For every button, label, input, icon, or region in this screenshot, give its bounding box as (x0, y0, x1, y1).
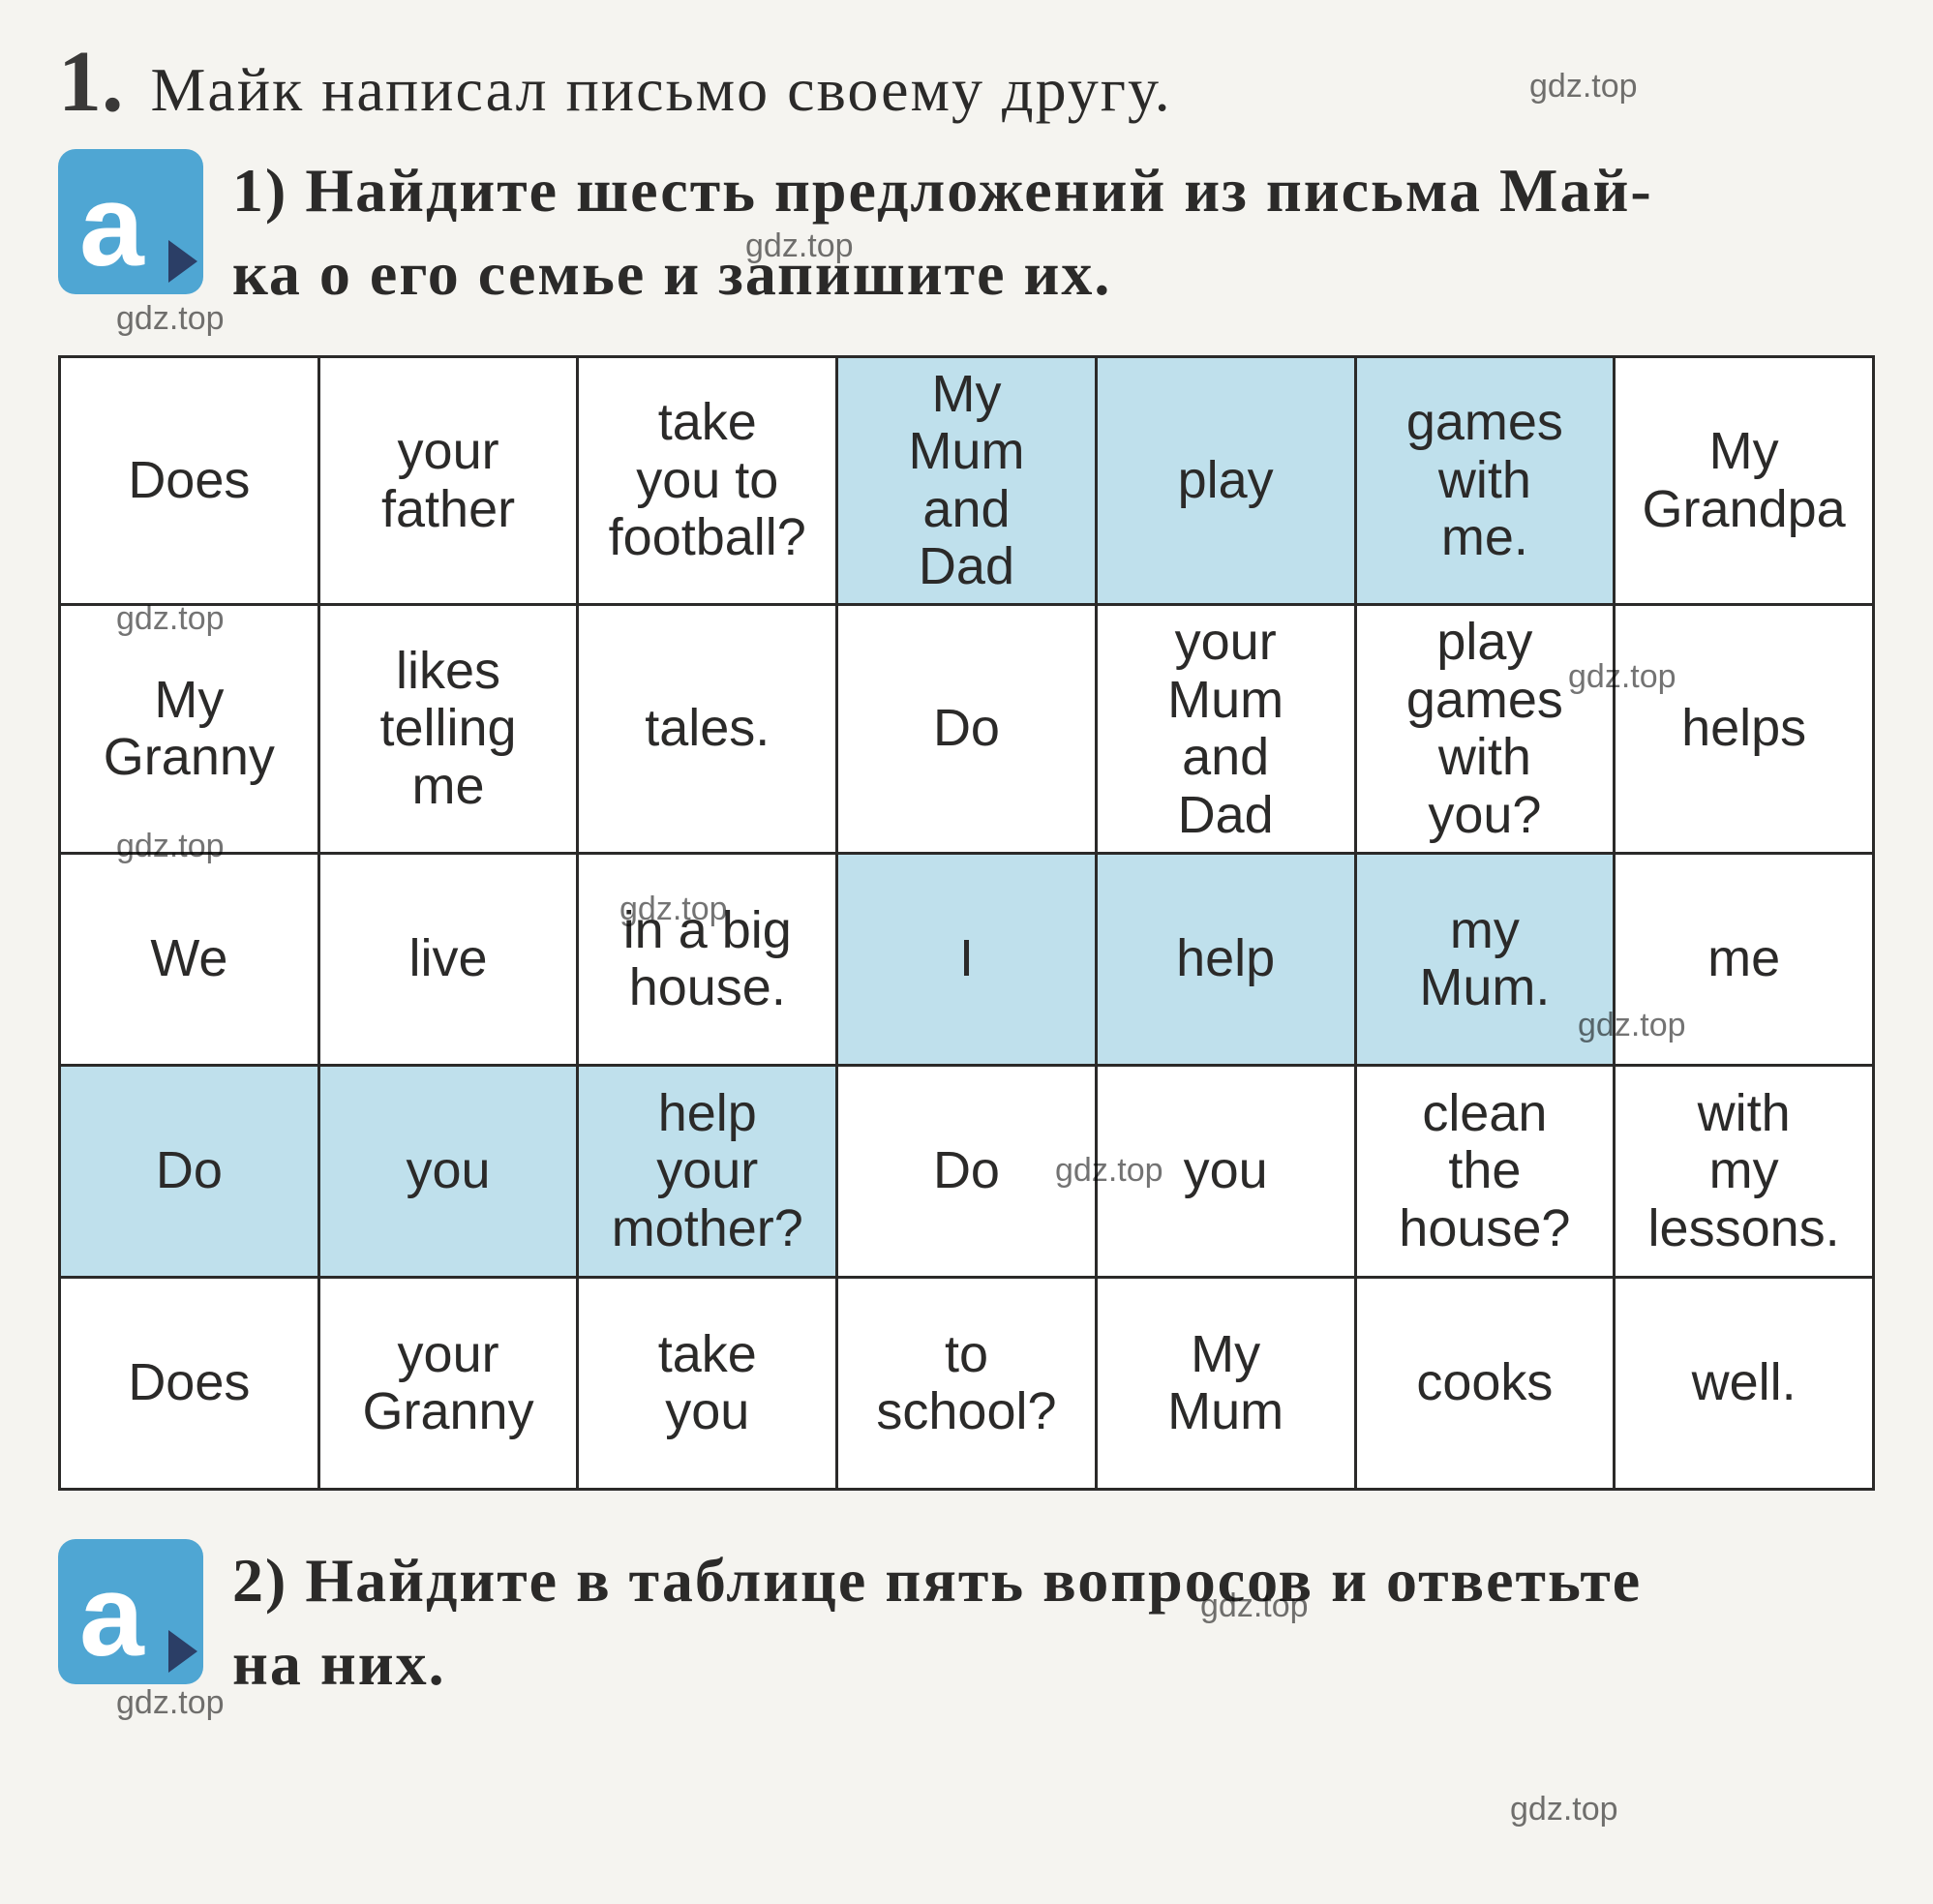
table-row: MyGrannylikestellingmetales.DoyourMumand… (60, 605, 1874, 854)
exercise-heading: 1. Майк написал письмо своему другу. (58, 39, 1875, 126)
icon-letter: a (79, 159, 144, 292)
table-cell: withmylessons. (1615, 1065, 1874, 1277)
part-1-line-b: ка о его семье и запишите их. (232, 239, 1111, 308)
table-cell: yourfather (318, 356, 578, 605)
table-cell: Does (60, 1277, 319, 1489)
table-cell: Do (60, 1065, 319, 1277)
watermark: gdz.top (1510, 1791, 1618, 1828)
part-2-num: 2) (232, 1546, 287, 1615)
table-cell: likestellingme (318, 605, 578, 854)
table-cell: myMum. (1355, 853, 1615, 1065)
table-cell: takeyou (578, 1277, 837, 1489)
table-cell: in a bighouse. (578, 853, 837, 1065)
table-cell: Does (60, 356, 319, 605)
part-2: a 2) Найдите в таблице пять вопросов и о… (58, 1539, 1875, 1707)
intro-text: Майк написал письмо своему другу. (151, 54, 1172, 126)
table-cell: you (318, 1065, 578, 1277)
table-cell: help (1096, 853, 1355, 1065)
table-cell: helpyourmother? (578, 1065, 837, 1277)
page: 1. Майк написал письмо своему другу. a 1… (0, 0, 1933, 1904)
part-2-line-a: Найдите в таблице пять вопросов и ответь… (305, 1546, 1642, 1615)
part-1-num: 1) (232, 156, 287, 225)
table-cell: yourGranny (318, 1277, 578, 1489)
table-cell: Do (837, 1065, 1097, 1277)
table-cell: cleanthehouse? (1355, 1065, 1615, 1277)
audio-a-icon: a (58, 149, 203, 294)
table-cell: gameswithme. (1355, 356, 1615, 605)
table-cell: I (837, 853, 1097, 1065)
part-1-text: 1) Найдите шесть предложений из письма М… (232, 149, 1875, 317)
table-cell: Do (837, 605, 1097, 854)
exercise-number: 1. (58, 39, 124, 126)
table-cell: toschool? (837, 1277, 1097, 1489)
table-cell: playgameswithyou? (1355, 605, 1615, 854)
audio-a-icon: a (58, 1539, 203, 1684)
play-arrow-icon (168, 1630, 197, 1673)
table-cell: helps (1615, 605, 1874, 854)
icon-letter: a (79, 1549, 144, 1682)
play-arrow-icon (168, 240, 197, 283)
part-1: a 1) Найдите шесть предложений из письма… (58, 149, 1875, 317)
table-cell: you (1096, 1065, 1355, 1277)
table-row: Doyouhelpyourmother?Doyoucleanthehouse?w… (60, 1065, 1874, 1277)
table-cell: yourMumandDad (1096, 605, 1355, 854)
table-cell: takeyou tofootball? (578, 356, 837, 605)
table-row: DoesyourGrannytakeyoutoschool?MyMumcooks… (60, 1277, 1874, 1489)
table-cell: MyMumandDad (837, 356, 1097, 605)
table-cell: cooks (1355, 1277, 1615, 1489)
table-cell: well. (1615, 1277, 1874, 1489)
part-2-text: 2) Найдите в таблице пять вопросов и отв… (232, 1539, 1875, 1707)
table-cell: live (318, 853, 578, 1065)
table-cell: MyGrandpa (1615, 356, 1874, 605)
table-cell: MyGranny (60, 605, 319, 854)
table-row: Doesyourfathertakeyou tofootball?MyMuman… (60, 356, 1874, 605)
part-1-line-a: Найдите шесть предложений из письма Май- (305, 156, 1652, 225)
table-cell: play (1096, 356, 1355, 605)
table-cell: MyMum (1096, 1277, 1355, 1489)
table-cell: me (1615, 853, 1874, 1065)
table-row: Welivein a bighouse.IhelpmyMum.me (60, 853, 1874, 1065)
table-cell: We (60, 853, 319, 1065)
sentence-grid: Doesyourfathertakeyou tofootball?MyMuman… (58, 355, 1875, 1491)
part-2-line-b: на них. (232, 1629, 446, 1698)
table-cell: tales. (578, 605, 837, 854)
